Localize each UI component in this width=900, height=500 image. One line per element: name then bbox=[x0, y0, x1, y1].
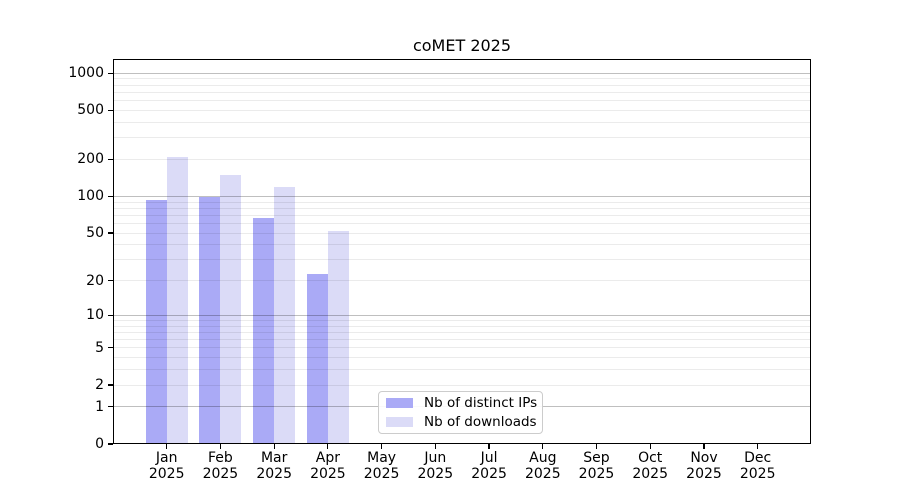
y-tick-label: 2 bbox=[95, 377, 104, 394]
x-tick-mark bbox=[381, 444, 383, 449]
x-tick-label-nov: Nov 2025 bbox=[686, 450, 722, 482]
minor-gridline bbox=[113, 109, 811, 111]
minor-gridline bbox=[113, 91, 811, 93]
y-tick-label: 0 bbox=[95, 436, 104, 452]
x-tick-label-jun: Jun 2025 bbox=[417, 450, 454, 482]
y-tick-label: 10 bbox=[86, 307, 104, 324]
x-tick-label-apr: Apr 2025 bbox=[310, 450, 346, 482]
x-tick-mark bbox=[649, 444, 651, 449]
y-tick-mark bbox=[108, 232, 113, 234]
x-tick-mark bbox=[757, 444, 759, 449]
minor-gridline bbox=[113, 158, 811, 160]
y-tick-label: 5 bbox=[95, 339, 104, 356]
bar-downloads-feb bbox=[220, 174, 242, 444]
x-tick-mark bbox=[327, 444, 329, 449]
minor-gridline bbox=[113, 78, 811, 80]
y-tick-mark bbox=[108, 158, 113, 161]
y-tick-label: 1000 bbox=[68, 65, 104, 82]
y-tick-mark bbox=[108, 109, 113, 112]
y-tick-label: 50 bbox=[86, 225, 104, 241]
x-tick-label-jul: Jul 2025 bbox=[471, 450, 507, 482]
distinct-ips-swatch bbox=[386, 398, 413, 408]
x-tick-label-jan: Jan 2025 bbox=[148, 450, 185, 482]
x-tick-label-dec: Dec 2025 bbox=[739, 450, 776, 482]
x-tick-mark bbox=[542, 444, 544, 449]
bar-distinct-ips-feb bbox=[199, 197, 221, 444]
downloads-swatch bbox=[386, 417, 413, 427]
x-tick-mark bbox=[434, 444, 436, 449]
x-tick-mark bbox=[166, 444, 168, 449]
x-tick-label-sep: Sep 2025 bbox=[578, 450, 615, 482]
y-tick-label: 200 bbox=[77, 151, 104, 168]
y-tick-mark bbox=[108, 443, 113, 445]
y-tick-mark bbox=[108, 72, 113, 74]
major-gridline bbox=[113, 72, 811, 74]
y-tick-label: 1 bbox=[95, 398, 104, 415]
bar-downloads-apr bbox=[327, 231, 349, 444]
y-tick-label: 500 bbox=[77, 102, 104, 119]
bar-downloads-jan bbox=[166, 156, 188, 444]
x-tick-mark bbox=[595, 444, 598, 449]
bar-distinct-ips-mar bbox=[253, 218, 275, 444]
x-tick-label-aug: Aug 2025 bbox=[524, 450, 561, 482]
minor-gridline bbox=[113, 137, 811, 139]
legend-entry-distinct-ips: Nb of distinct IPs bbox=[386, 395, 538, 411]
x-tick-label-may: May 2025 bbox=[363, 450, 400, 482]
x-tick-mark bbox=[488, 444, 490, 449]
x-tick-label-mar: Mar 2025 bbox=[256, 450, 292, 482]
y-tick-label: 100 bbox=[77, 188, 104, 205]
legend: Nb of distinct IPs Nb of downloads bbox=[378, 391, 543, 434]
bar-downloads-mar bbox=[274, 186, 296, 444]
y-tick-mark bbox=[108, 384, 113, 386]
legend-entry-downloads: Nb of downloads bbox=[386, 414, 537, 430]
y-tick-mark bbox=[108, 314, 113, 316]
chart-title: coMET 2025 bbox=[412, 36, 512, 55]
minor-gridline bbox=[113, 84, 811, 86]
x-tick-mark bbox=[273, 444, 275, 449]
x-tick-label-feb: Feb 2025 bbox=[202, 450, 239, 482]
minor-gridline bbox=[113, 100, 811, 102]
y-tick-label: 20 bbox=[86, 272, 104, 289]
legend-label-downloads: Nb of downloads bbox=[424, 414, 537, 430]
bar-distinct-ips-jan bbox=[145, 200, 167, 444]
minor-gridline bbox=[113, 121, 811, 123]
bar-distinct-ips-apr bbox=[306, 273, 328, 444]
y-tick-mark bbox=[108, 195, 113, 197]
y-tick-mark bbox=[108, 280, 113, 282]
legend-label-distinct-ips: Nb of distinct IPs bbox=[424, 395, 538, 411]
y-tick-mark bbox=[108, 406, 113, 408]
x-tick-label-oct: Oct 2025 bbox=[632, 450, 668, 482]
y-tick-mark bbox=[108, 347, 113, 349]
plot-area bbox=[113, 59, 811, 444]
x-tick-mark bbox=[219, 444, 222, 449]
x-tick-mark bbox=[703, 444, 705, 449]
